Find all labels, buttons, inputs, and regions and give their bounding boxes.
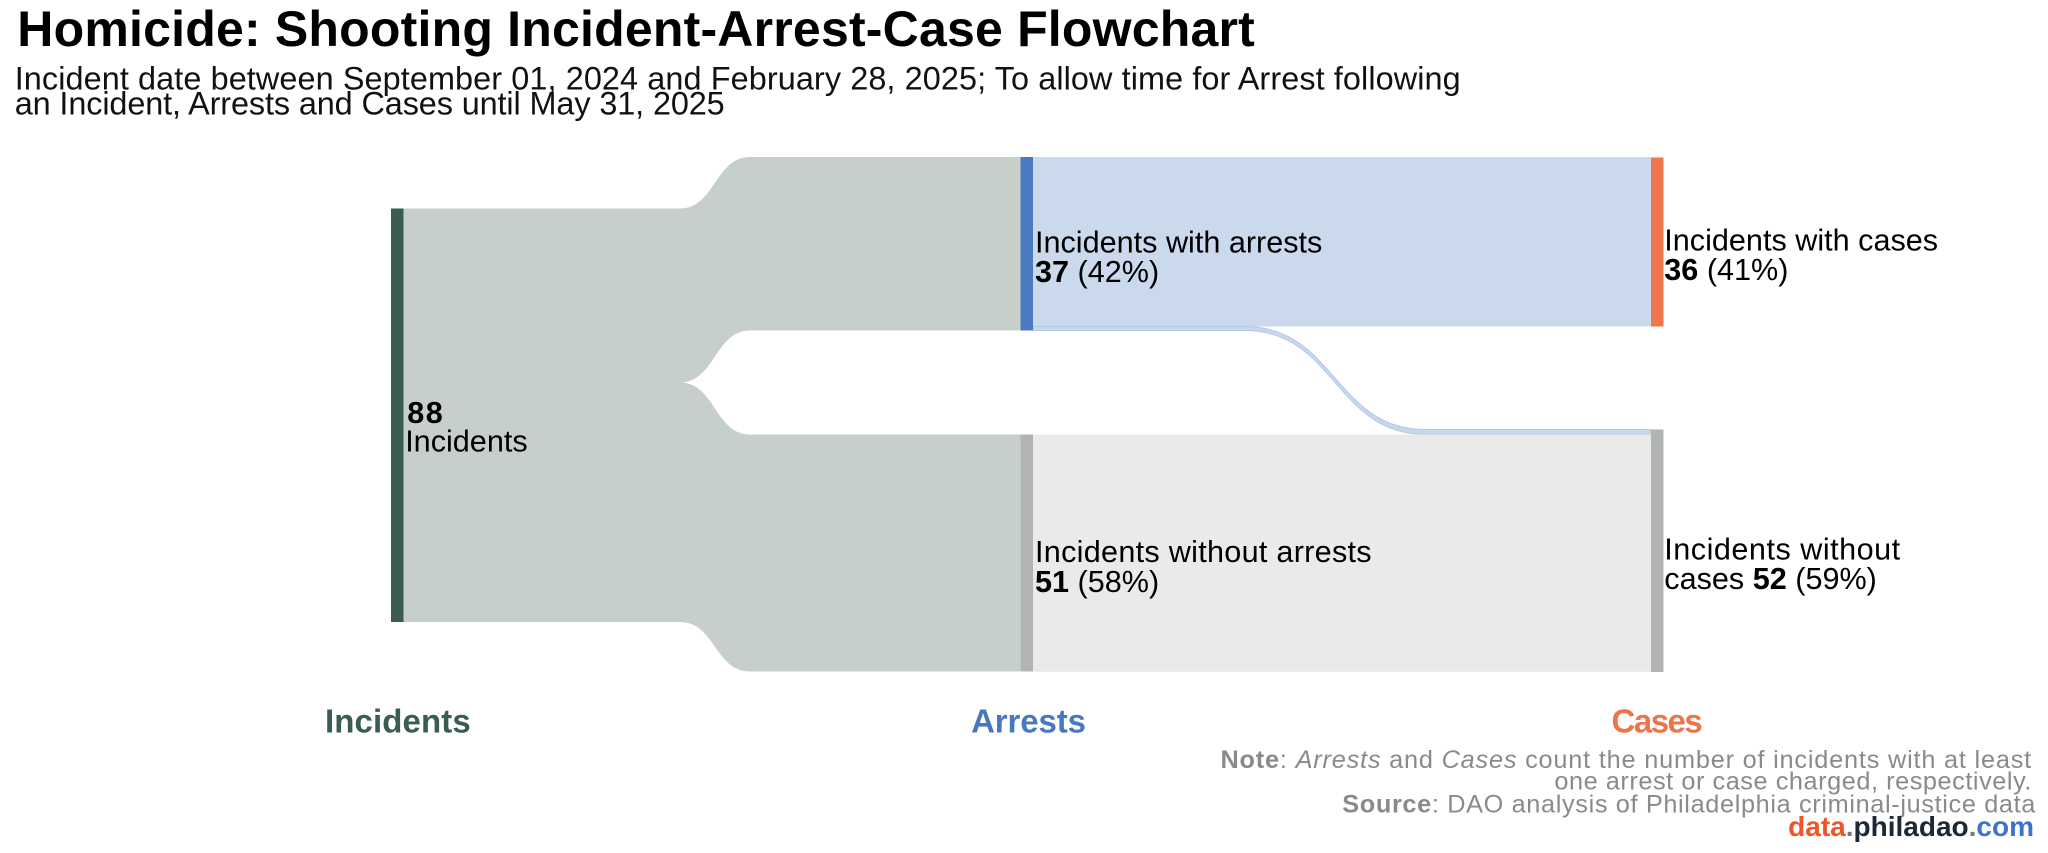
svg-text:Arrests: Arrests — [971, 703, 1086, 740]
svg-text:88: 88 — [407, 396, 444, 430]
svg-text:36 (41%): 36 (41%) — [1664, 253, 1788, 287]
svg-text:Cases: Cases — [1612, 703, 1702, 740]
svg-text:one arrest or case charged, re: one arrest or case charged, respectively… — [1554, 768, 2032, 796]
svg-text:cases 52 (59%): cases 52 (59%) — [1664, 562, 1877, 596]
svg-text:Incidents without: Incidents without — [1664, 532, 1900, 566]
svg-text:Source: DAO analysis of Philad: Source: DAO analysis of Philadelphia cri… — [1342, 791, 2036, 819]
svg-text:37 (42%): 37 (42%) — [1035, 255, 1159, 289]
svg-text:Incidents with cases: Incidents with cases — [1664, 224, 1938, 258]
svg-text:Note: Arrests and Cases count: Note: Arrests and Cases count the number… — [1220, 746, 2032, 774]
svg-text:Incidents with arrests: Incidents with arrests — [1035, 225, 1322, 259]
svg-text:Incidents without arrests: Incidents without arrests — [1035, 535, 1372, 569]
svg-text:Incidents: Incidents — [325, 703, 471, 740]
svg-text:51 (58%): 51 (58%) — [1035, 565, 1159, 599]
svg-text:an Incident, Arrests and Cases: an Incident, Arrests and Cases until May… — [15, 85, 725, 121]
svg-text:data.philadao.com: data.philadao.com — [1788, 811, 2034, 842]
svg-text:Incidents: Incidents — [405, 425, 527, 459]
svg-text:Homicide: Shooting Incident-Ar: Homicide: Shooting Incident-Arrest-Case … — [17, 1, 1255, 57]
svg-text:Incident date between Septembe: Incident date between September 01, 2024… — [15, 60, 1461, 96]
